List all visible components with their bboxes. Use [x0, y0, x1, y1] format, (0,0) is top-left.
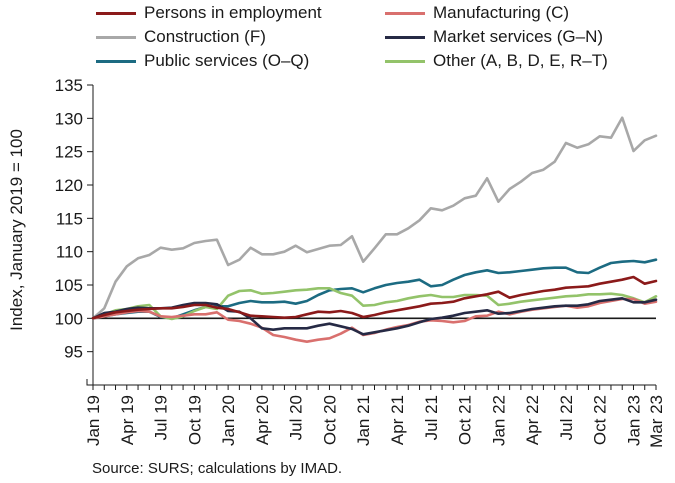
y-tick-label: 95 [64, 343, 83, 362]
series-line-market-services-g-n [91, 296, 658, 336]
legend-item-public-services: Public services (O–Q) [96, 51, 309, 71]
x-tick-label: Oct 19 [185, 395, 204, 445]
x-tick-label: Jan 23 [624, 395, 643, 446]
legend-swatch [96, 11, 136, 15]
legend-item-manufacturing: Manufacturing (C) [385, 3, 569, 23]
legend-swatch [385, 11, 425, 15]
x-tick-label: Jan 21 [354, 395, 373, 446]
legend-item-other: Other (A, B, D, E, R–T) [385, 51, 608, 71]
chart-series-lines [91, 116, 658, 344]
series-line-construction-f [91, 116, 658, 320]
x-tick-label: Oct 21 [456, 395, 475, 445]
x-tick-label: Apr 20 [253, 395, 272, 445]
chart-legend: Persons in employment Manufacturing (C) … [0, 0, 675, 80]
legend-label: Manufacturing (C) [433, 3, 570, 22]
y-tick-label: 135 [55, 76, 83, 95]
y-axis-label: Index, January 2019 = 100 [7, 129, 26, 331]
y-tick-label: 105 [55, 276, 83, 295]
y-tick-label: 115 [56, 209, 83, 228]
legend-label: Public services (O–Q) [144, 51, 310, 70]
x-tick-label: Mar 23 [647, 395, 666, 448]
y-tick-label: 100 [55, 309, 83, 328]
legend-item-market-services: Market services (G–N) [385, 27, 603, 47]
legend-item-persons-in-employment: Persons in employment [96, 3, 322, 23]
x-tick-label: Apr 19 [118, 395, 137, 445]
legend-swatch [96, 35, 136, 39]
axis-break-marker [86, 379, 95, 386]
x-tick-label: Apr 22 [523, 395, 542, 445]
legend-item-construction: Construction (F) [96, 27, 266, 47]
source-note: Source: SURS; calculations by IMAD. [92, 460, 343, 477]
x-tick-label: Jul 20 [287, 395, 306, 440]
legend-label: Market services (G–N) [433, 27, 604, 46]
x-tick-label: Jan 22 [489, 395, 508, 446]
series-line-public-services-o-q [91, 258, 658, 320]
x-tick-label: Jan 20 [219, 395, 238, 446]
legend-label: Other (A, B, D, E, R–T) [433, 51, 608, 70]
legend-label: Persons in employment [144, 3, 322, 22]
series-line-persons-in-employment [91, 275, 658, 320]
chart-axes: 95 100 105 110 115 120 125 130 135 Jan 19 Apr 19 Ju… [55, 76, 666, 448]
legend-swatch [385, 35, 425, 39]
legend-swatch [385, 59, 425, 63]
x-tick-label: Jan 19 [84, 395, 103, 446]
y-tick-label: 130 [55, 109, 83, 128]
y-tick-label: 125 [55, 143, 83, 162]
x-tick-label: Oct 20 [320, 395, 339, 445]
x-tick-label: Jul 21 [422, 395, 441, 440]
y-tick-label: 110 [56, 243, 83, 262]
x-tick-label: Oct 22 [591, 395, 610, 445]
x-tick-label: Apr 21 [388, 395, 407, 445]
legend-swatch [96, 59, 136, 63]
legend-label: Construction (F) [144, 27, 266, 46]
x-tick-label: Jul 22 [557, 395, 576, 440]
x-tick-label: Jul 19 [152, 395, 171, 440]
y-tick-label: 120 [55, 176, 83, 195]
